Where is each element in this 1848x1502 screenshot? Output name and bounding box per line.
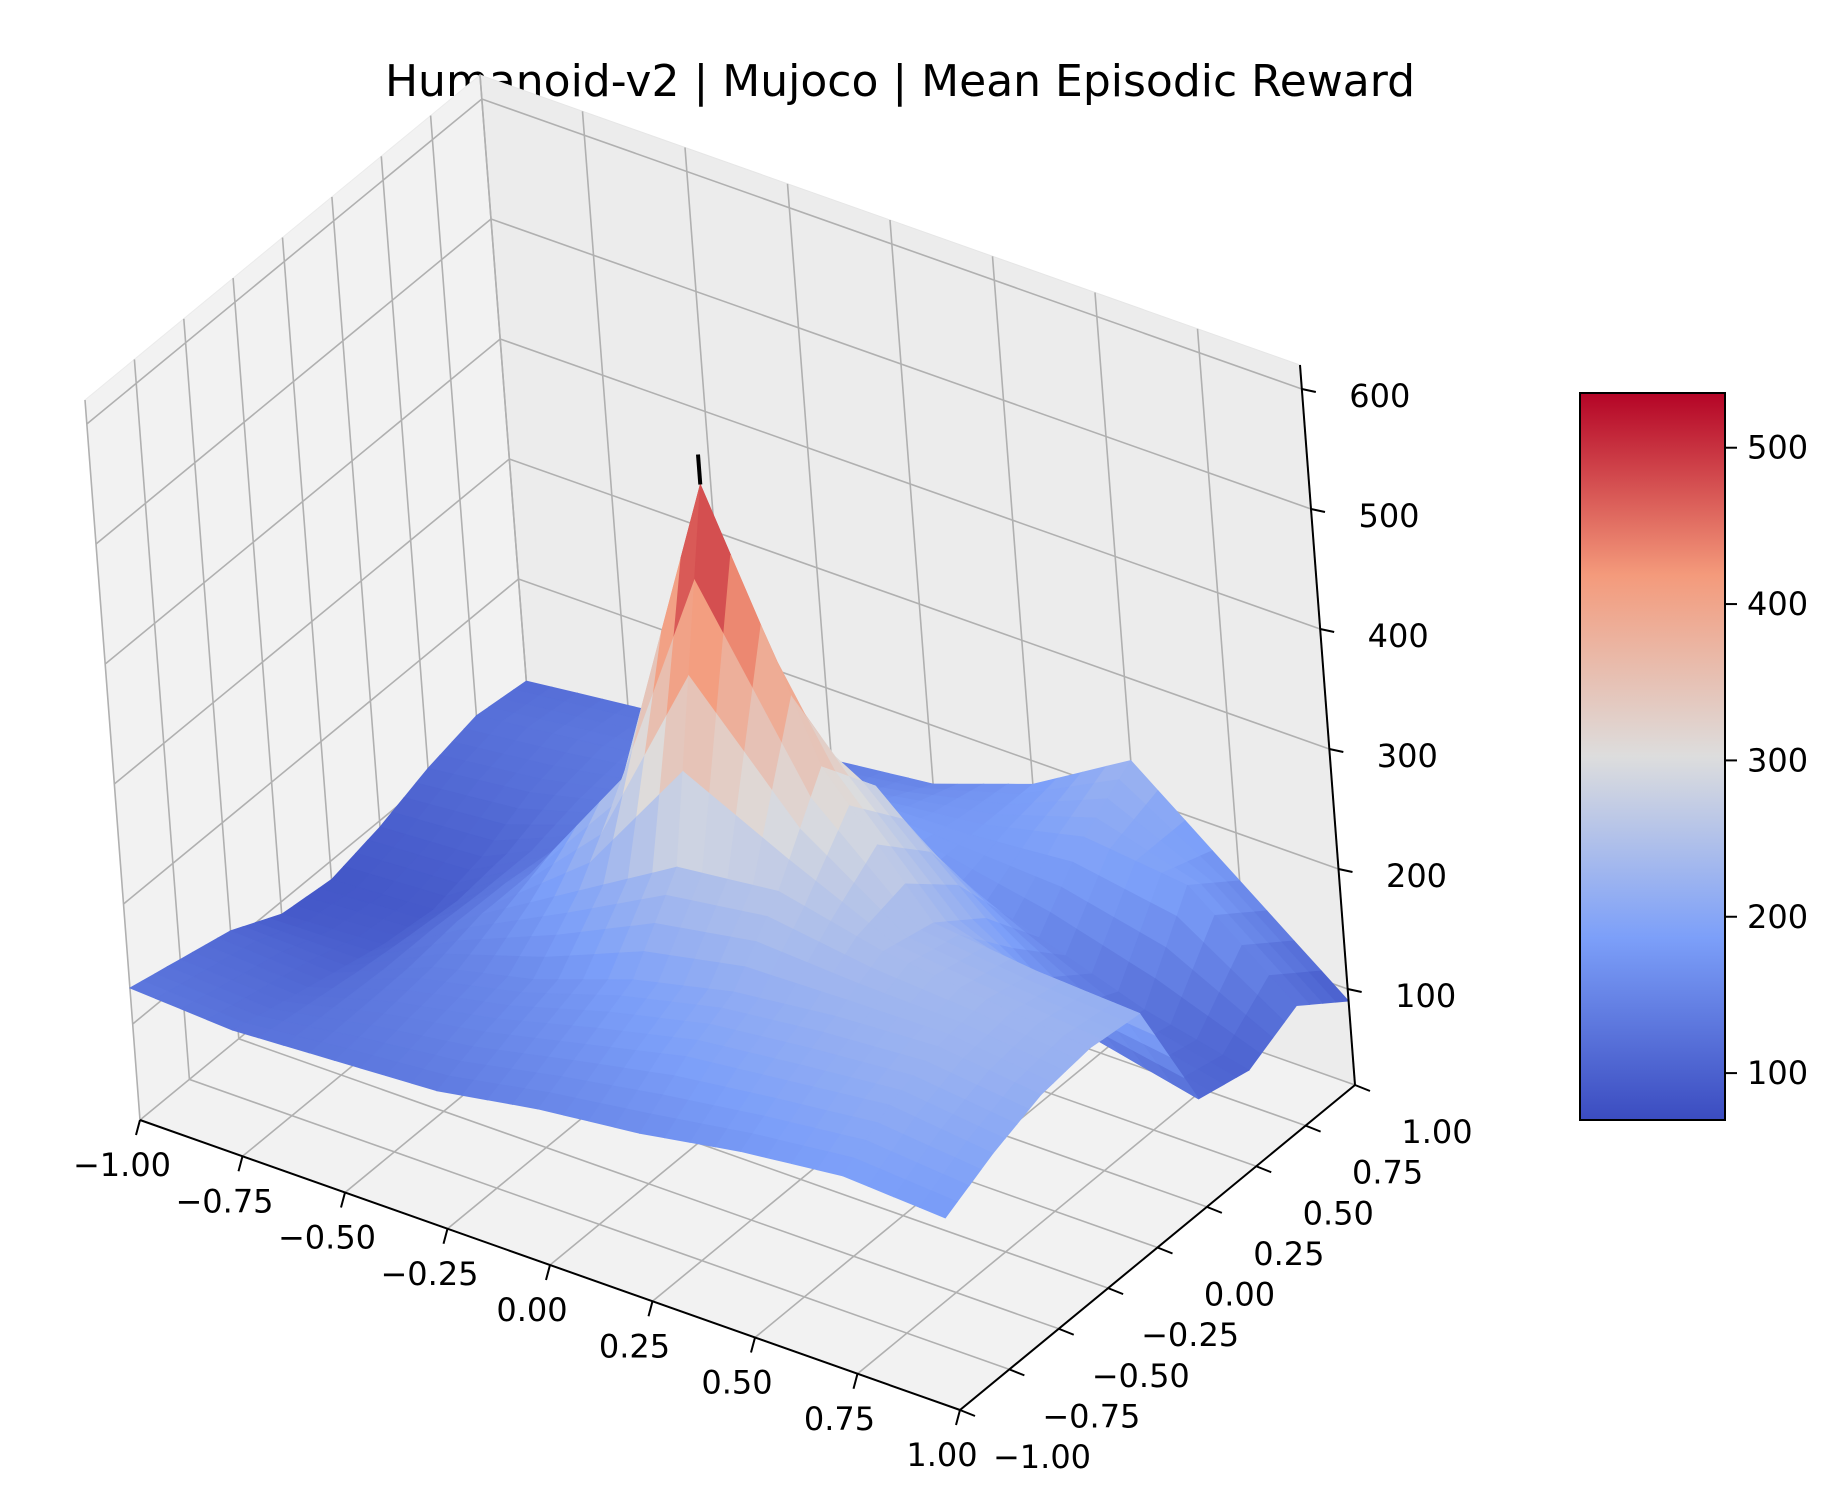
x-tick-label: −0.75 xyxy=(175,1182,273,1220)
grid-line-z xyxy=(86,98,1303,425)
colorbar-tick-label: 400 xyxy=(1747,585,1808,623)
z-tick-label: 400 xyxy=(1368,617,1429,655)
y-tick-mark xyxy=(1058,1327,1075,1336)
x-tick-label: 0.75 xyxy=(804,1400,875,1438)
colorbar-gradient xyxy=(1579,392,1726,1121)
axes-3d: −1.00−1.00−0.75−0.75−0.50−0.50−0.25−0.25… xyxy=(73,74,1473,1476)
z-tick-mark xyxy=(1329,748,1344,753)
y-tick-mark xyxy=(1107,1287,1124,1296)
colorbar-tick-label: 100 xyxy=(1747,1054,1808,1092)
y-tick-label: 0.75 xyxy=(1352,1154,1423,1192)
grid-line-z xyxy=(122,578,1339,905)
x-tick-mark xyxy=(545,1264,551,1281)
z-axis-line xyxy=(1299,364,1356,1086)
surface xyxy=(128,482,1350,1219)
y-tick-mark xyxy=(959,1409,976,1417)
y-tick-label: 0.50 xyxy=(1303,1194,1374,1232)
x-tick-label: 0.50 xyxy=(701,1364,772,1402)
grid-line-z xyxy=(104,338,1321,665)
y-tick-label: 0.00 xyxy=(1204,1276,1275,1314)
chart-title: Humanoid-v2 | Mujoco | Mean Episodic Rew… xyxy=(385,56,1415,107)
x-tick-label: −0.25 xyxy=(380,1255,478,1293)
z-tick-label: 500 xyxy=(1358,497,1419,535)
x-tick-label: 0.25 xyxy=(599,1327,670,1365)
y-tick-label: −1.00 xyxy=(993,1438,1091,1476)
y-tick-label: 0.25 xyxy=(1253,1235,1324,1273)
surface-facet xyxy=(918,1190,958,1219)
grid-line-z xyxy=(113,458,1330,785)
y-tick-mark xyxy=(1206,1205,1223,1214)
z-tick-label: 200 xyxy=(1386,857,1447,895)
y-tick-mark xyxy=(1354,1084,1371,1092)
x-tick-mark xyxy=(135,1119,141,1136)
z-tick-mark xyxy=(1347,988,1362,993)
z-tick-label: 300 xyxy=(1377,737,1438,775)
peak-marker xyxy=(696,454,703,485)
grid-line-y xyxy=(183,318,1060,1330)
y-tick-label: −0.25 xyxy=(1141,1316,1239,1354)
x-tick-mark xyxy=(750,1337,756,1353)
z-tick-label: 100 xyxy=(1395,977,1456,1015)
x-tick-mark xyxy=(955,1409,961,1426)
y-tick-mark xyxy=(1305,1124,1321,1133)
x-tick-mark xyxy=(852,1373,859,1390)
y-tick-mark xyxy=(1157,1246,1173,1255)
grid-line-y xyxy=(133,359,1010,1371)
colorbar-tick-label: 300 xyxy=(1747,741,1808,779)
y-tick-mark xyxy=(1255,1165,1272,1174)
x-tick-label: 1.00 xyxy=(906,1436,977,1474)
y-tick-label: −0.50 xyxy=(1092,1357,1190,1395)
y-tick-mark xyxy=(1009,1368,1025,1377)
x-tick-mark xyxy=(237,1155,244,1172)
z-tick-mark xyxy=(1338,868,1353,873)
colorbar-tick-label: 500 xyxy=(1747,429,1808,467)
x-tick-mark xyxy=(647,1300,654,1317)
x-tick-mark xyxy=(442,1228,449,1245)
x-tick-label: 0.00 xyxy=(496,1291,567,1329)
z-tick-mark xyxy=(1310,508,1326,513)
z-tick-mark xyxy=(1319,628,1335,633)
y-tick-label: 1.00 xyxy=(1401,1113,1472,1151)
z-tick-label: 600 xyxy=(1349,377,1410,415)
colorbar: 100 200 300 400 500 xyxy=(1579,392,1808,1121)
y-tick-label: −0.75 xyxy=(1042,1397,1140,1435)
colorbar-tick-label: 200 xyxy=(1747,898,1808,936)
x-tick-label: −1.00 xyxy=(73,1146,171,1184)
z-tick-mark xyxy=(1301,388,1317,393)
x-tick-mark xyxy=(340,1192,346,1208)
grid-line-z xyxy=(95,218,1312,545)
x-tick-label: −0.50 xyxy=(278,1219,376,1257)
